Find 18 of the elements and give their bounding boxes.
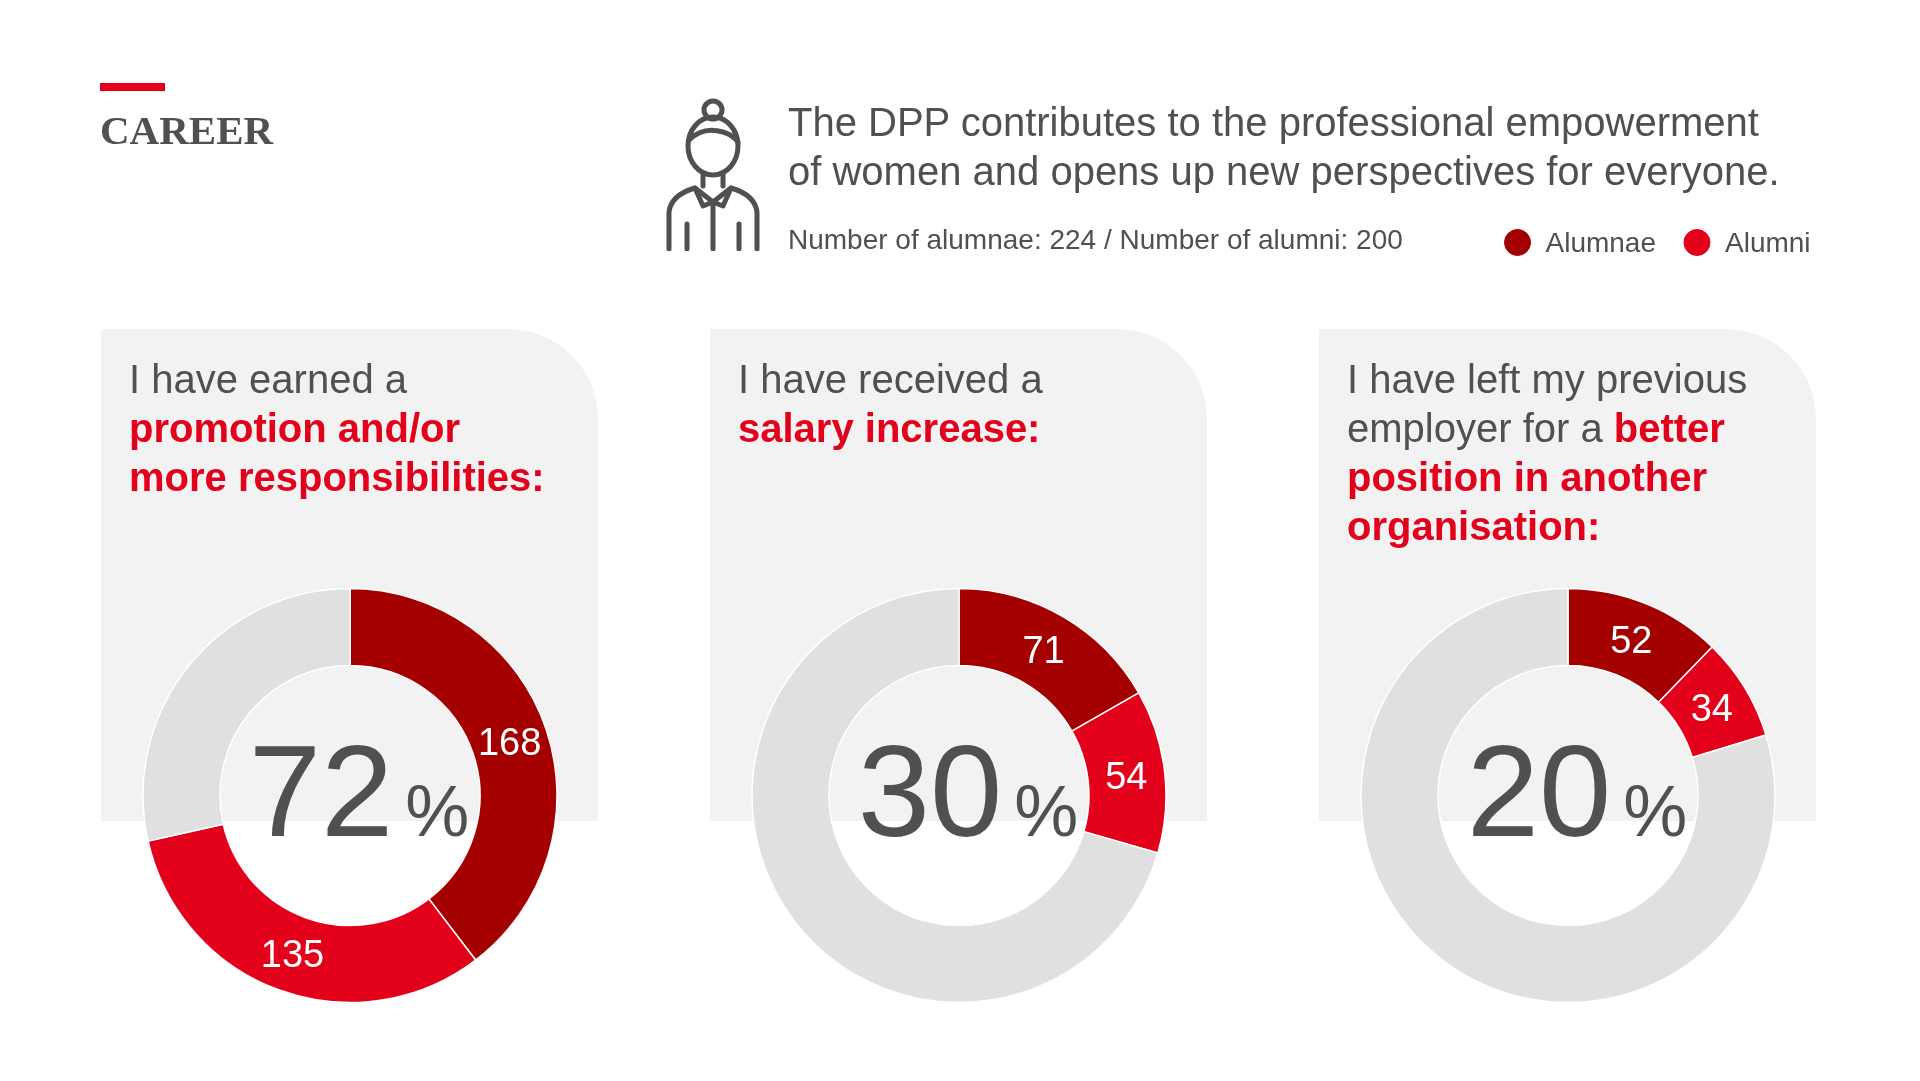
data-label: 34	[1690, 687, 1733, 730]
text: 20%	[1466, 718, 1688, 864]
chart-subtitle: salary increase:	[738, 406, 1041, 450]
text: 30%	[857, 718, 1079, 864]
legend-label: Alumnae	[1545, 227, 1657, 258]
data-label: 168	[477, 721, 542, 764]
data-label: 54	[1105, 755, 1148, 798]
data-label: 71	[1022, 629, 1065, 672]
text: Number of alumnae: 224 / Number of alumni: 200	[788, 223, 1404, 257]
text: 72%	[248, 718, 470, 864]
text: CAREER	[100, 106, 274, 154]
legend-label: Alumni	[1724, 227, 1811, 258]
chart-title: I have received a	[738, 357, 1043, 401]
data-label: 52	[1610, 618, 1653, 661]
chart-subtitle: promotion and/or more responsibilities:	[129, 406, 545, 499]
text: The DPP contributes to the professional empowerment of women and opens up new perspectives for everyone.	[788, 99, 1781, 195]
chart-title: I have earned a	[129, 357, 407, 401]
data-label: 135	[260, 933, 325, 976]
